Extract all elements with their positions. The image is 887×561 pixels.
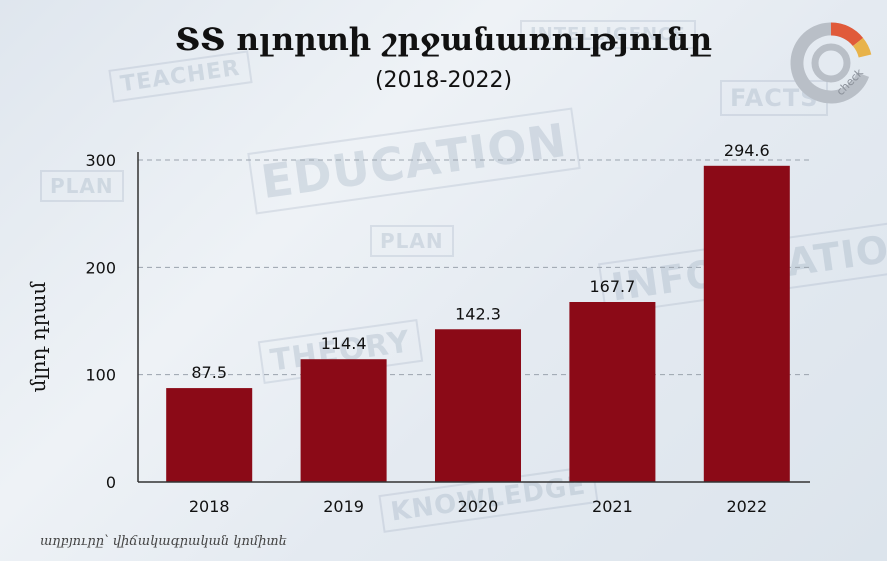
- x-tick-label-2018: 2018: [189, 497, 230, 516]
- x-tick-label-2020: 2020: [458, 497, 499, 516]
- c-check-logo-icon: check: [790, 22, 872, 104]
- data-labels: 87.5 114.4 142.3 167.7 294.6: [191, 141, 769, 382]
- x-tick-label-2022: 2022: [726, 497, 767, 516]
- bar-2019: [300, 359, 387, 482]
- axes: 0 100 200 300 2018 2019 2020 2021 2022: [85, 151, 810, 516]
- y-tick-label: 200: [85, 258, 116, 277]
- bar-2018: [166, 388, 253, 482]
- bar-2020: [434, 329, 522, 482]
- data-label-2021: 167.7: [589, 277, 635, 296]
- y-tick-label: 300: [85, 151, 116, 170]
- chart-subtitle: (2018-2022): [374, 68, 513, 93]
- x-tick-label-2019: 2019: [323, 497, 364, 516]
- data-label-2020: 142.3: [455, 304, 501, 323]
- x-tick-label-2021: 2021: [592, 497, 633, 516]
- data-label-2018: 87.5: [191, 363, 227, 382]
- bars: [166, 165, 790, 482]
- y-tick-label: 0: [106, 473, 116, 492]
- bar-2022: [703, 165, 790, 482]
- y-tick-label: 100: [85, 366, 116, 385]
- source-note: աղբյուրը՝ վիճակագրական կոմիտե: [40, 534, 287, 549]
- chart-title: ՏՏ ոլորտի շրջանառությունը: [175, 22, 712, 58]
- data-label-2019: 114.4: [321, 334, 367, 353]
- data-label-2022: 294.6: [724, 141, 770, 160]
- bar-2021: [569, 302, 656, 482]
